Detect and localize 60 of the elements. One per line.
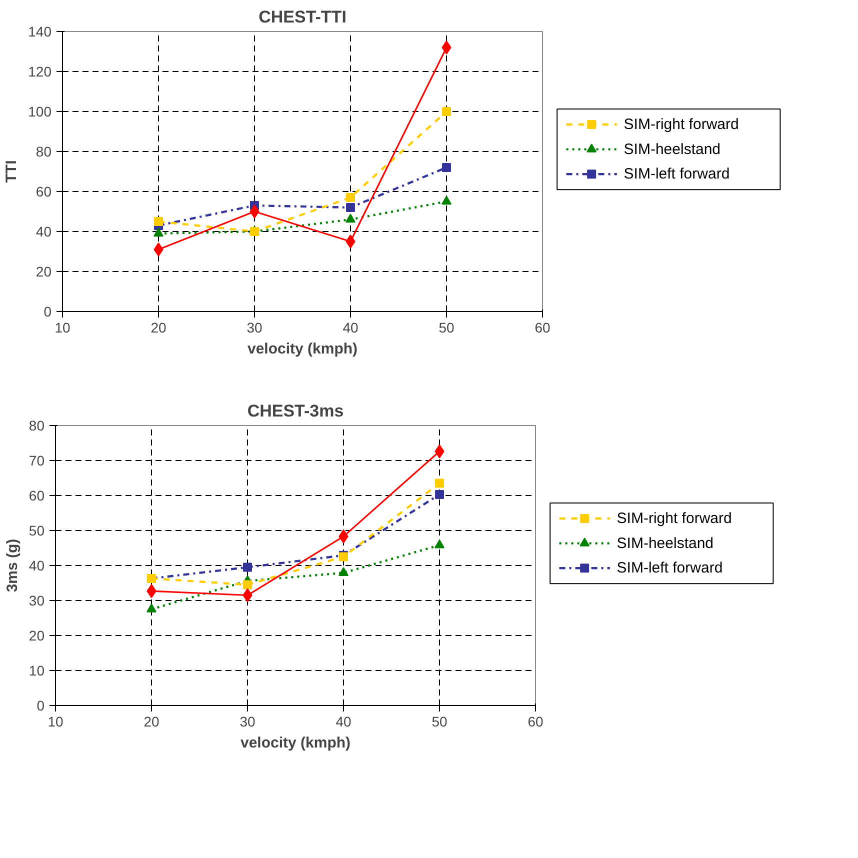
x-tick-label: 10 — [48, 714, 64, 730]
point — [250, 204, 260, 218]
x-tick-label: 30 — [240, 714, 256, 730]
point — [442, 196, 452, 205]
x-tick-label: 10 — [54, 320, 70, 336]
y-tick-label: 80 — [28, 418, 45, 434]
point — [338, 567, 348, 576]
x-tick-label: 60 — [528, 714, 544, 730]
y-tick-label: 140 — [28, 24, 52, 40]
point — [154, 217, 163, 226]
y-tick-label: 40 — [36, 224, 52, 240]
y-tick-label: 60 — [28, 488, 45, 504]
point — [243, 580, 252, 590]
x-axis-title: velocity (kmph) — [247, 340, 358, 358]
y-tick-label: 30 — [28, 592, 45, 608]
point — [435, 490, 444, 499]
point — [346, 193, 355, 202]
y-axis-title: 3ms (g) — [4, 538, 21, 592]
x-tick-label: 50 — [432, 714, 448, 730]
y-tick-label: 60 — [36, 184, 52, 200]
point — [346, 203, 355, 212]
x-tick-label: 60 — [534, 320, 550, 336]
point — [154, 242, 164, 256]
point — [434, 540, 444, 548]
point — [243, 562, 252, 572]
point — [435, 478, 444, 488]
legend-label: SIM-heelstand — [624, 140, 721, 158]
y-tick-label: 120 — [28, 64, 52, 80]
y-tick-label: 70 — [28, 452, 45, 468]
y-tick-label: 10 — [28, 662, 45, 678]
y-tick-label: 80 — [36, 144, 52, 160]
y-tick-label: 0 — [36, 698, 45, 714]
legend-label: SIM-heelstand — [616, 534, 714, 552]
y-tick-label: 20 — [28, 628, 45, 644]
point — [442, 107, 451, 116]
point — [154, 228, 164, 237]
x-tick-label: 40 — [336, 714, 352, 730]
legend-label: SIM-left forward — [624, 166, 730, 183]
point — [442, 40, 452, 54]
point — [442, 163, 451, 172]
x-tick-label: 40 — [342, 320, 358, 336]
point — [146, 604, 156, 612]
legend-label: SIM-left forward — [616, 560, 723, 577]
legend-label: SIM-right forward — [624, 116, 739, 133]
y-tick-label: 100 — [28, 104, 52, 120]
x-axis-title: velocity (kmph) — [240, 734, 351, 752]
y-tick-label: 50 — [28, 522, 45, 538]
y-tick-label: 40 — [28, 558, 45, 574]
legend-label: SIM-right forward — [616, 510, 732, 527]
y-axis-title: TTI — [3, 160, 20, 183]
chart-title: CHEST-3ms — [247, 402, 344, 420]
x-tick-label: 20 — [150, 320, 166, 336]
x-tick-label: 20 — [144, 714, 160, 730]
chart-title: CHEST-TTI — [258, 8, 346, 26]
x-tick-label: 30 — [246, 320, 262, 336]
y-tick-label: 20 — [36, 264, 52, 280]
x-tick-label: 50 — [438, 320, 454, 336]
y-tick-label: 0 — [44, 304, 52, 320]
point — [346, 214, 356, 223]
point — [346, 234, 356, 248]
